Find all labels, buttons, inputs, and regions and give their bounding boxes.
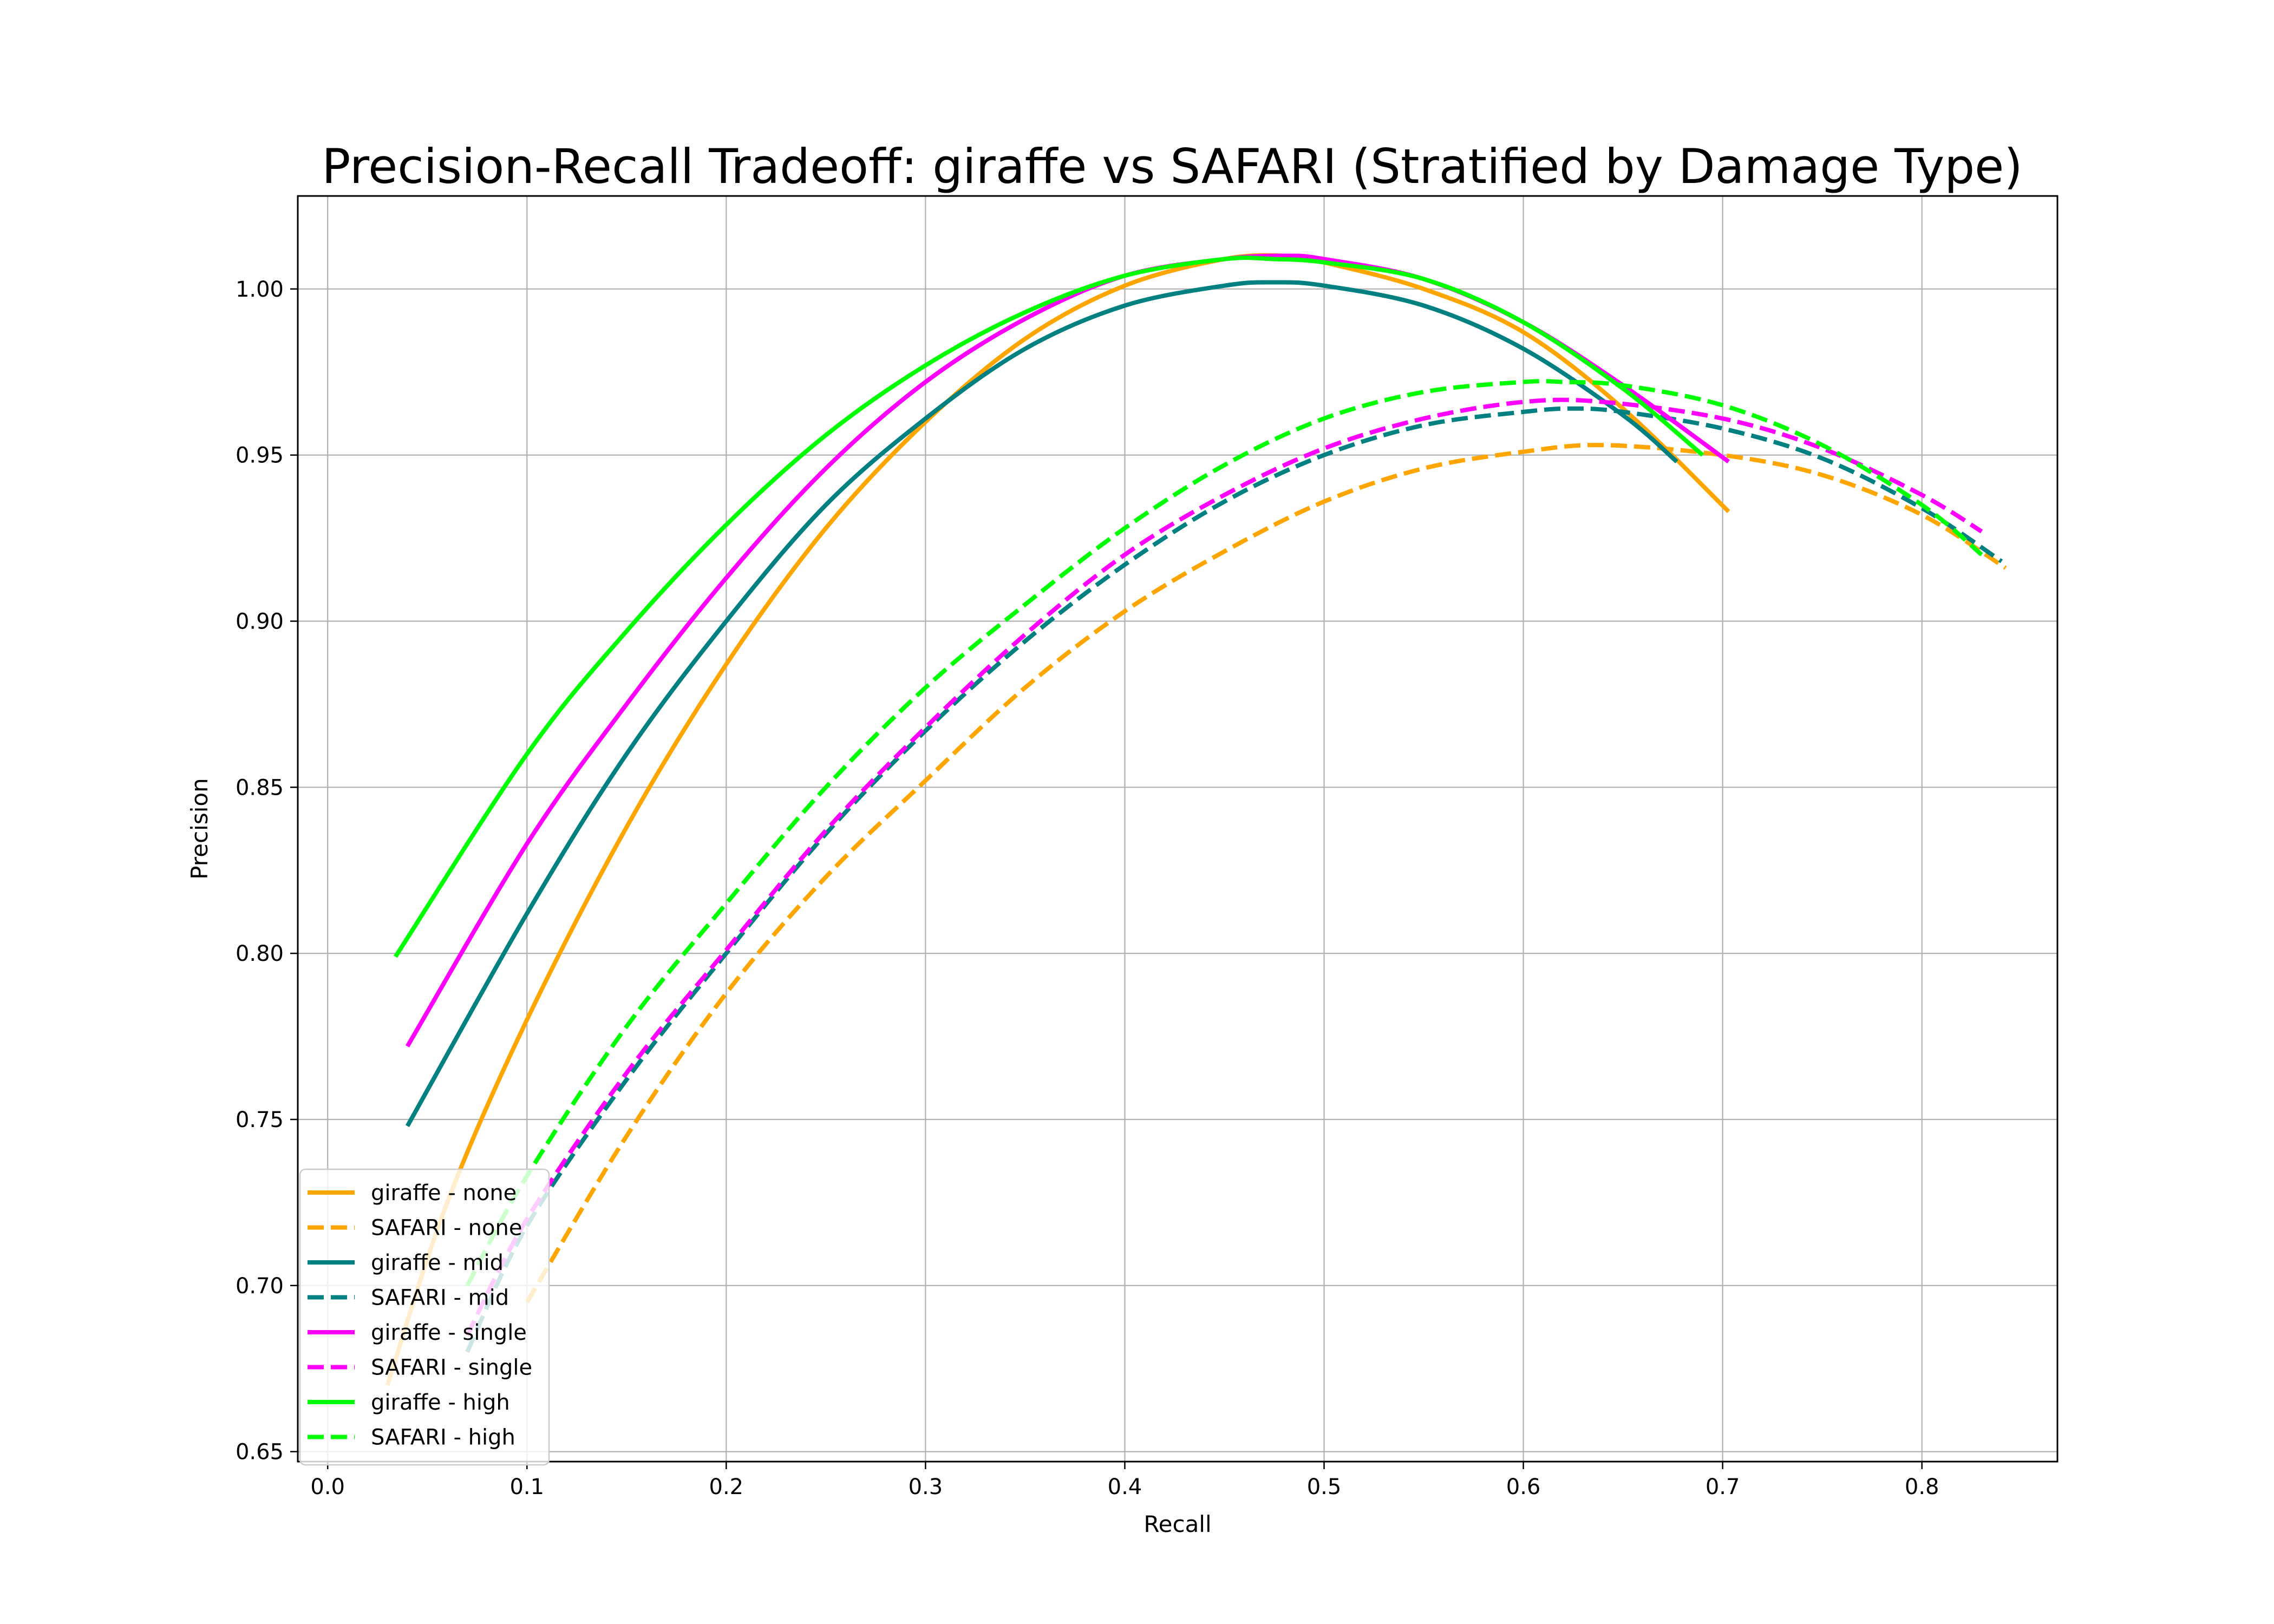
x-tick-label: 0.2 <box>709 1475 744 1499</box>
legend-label-giraffe-single: giraffe - single <box>371 1320 527 1345</box>
y-tick-label: 0.90 <box>236 609 284 634</box>
y-tick-label: 1.00 <box>236 277 284 302</box>
x-tick-label: 0.7 <box>1706 1475 1740 1499</box>
legend: giraffe - none SAFARI - none giraffe - mid… <box>299 1168 550 1466</box>
y-tick-label: 0.85 <box>236 775 284 800</box>
legend-label-giraffe-none: giraffe - none <box>371 1181 517 1206</box>
y-axis-label: Precision <box>186 778 213 879</box>
y-tick-label: 0.65 <box>236 1440 284 1465</box>
x-tick-label: 0.4 <box>1108 1475 1142 1499</box>
x-tick-label: 0.5 <box>1307 1475 1342 1499</box>
legend-box <box>299 1168 550 1466</box>
y-tick-label: 0.95 <box>236 443 284 468</box>
x-tick-label: 0.0 <box>310 1475 345 1499</box>
chart-title: Precision-Recall Tradeoff: giraffe vs SA… <box>322 139 2022 194</box>
legend-label-safari-none: SAFARI - none <box>371 1216 522 1241</box>
series-lines <box>385 253 2007 1386</box>
legend-label-safari-mid: SAFARI - mid <box>371 1286 509 1311</box>
legend-label-safari-high: SAFARI - high <box>371 1425 515 1450</box>
x-tick-label: 0.8 <box>1905 1475 1939 1499</box>
x-tick-label: 0.1 <box>509 1475 544 1499</box>
series-line-safari-high <box>465 379 1983 1287</box>
series-line-giraffe-high <box>394 256 1704 958</box>
legend-label-safari-single: SAFARI - single <box>371 1355 532 1380</box>
plot-frame <box>297 195 2059 1463</box>
series-line-giraffe-mid <box>405 280 1678 1128</box>
x-axis-label: Recall <box>1143 1511 1211 1537</box>
series-line-safari-mid <box>465 406 2003 1353</box>
y-tick-label: 0.70 <box>236 1274 284 1299</box>
x-tick-label: 0.6 <box>1506 1475 1541 1499</box>
y-tick-label: 0.75 <box>236 1108 284 1132</box>
legend-label-giraffe-mid: giraffe - mid <box>371 1250 504 1275</box>
y-tick-label: 0.80 <box>236 941 284 966</box>
x-tick-label: 0.3 <box>909 1475 943 1499</box>
legend-label-giraffe-high: giraffe - high <box>371 1390 510 1415</box>
series-line-giraffe-none <box>385 253 1730 1386</box>
axis-ticks: 0.0 0.1 0.2 0.3 0.4 0.5 0.6 0.7 0.8 0.65 0.70 0.75 0… <box>236 277 1939 1499</box>
series-line-safari-single <box>465 397 1983 1337</box>
series-line-safari-none <box>525 443 2007 1304</box>
